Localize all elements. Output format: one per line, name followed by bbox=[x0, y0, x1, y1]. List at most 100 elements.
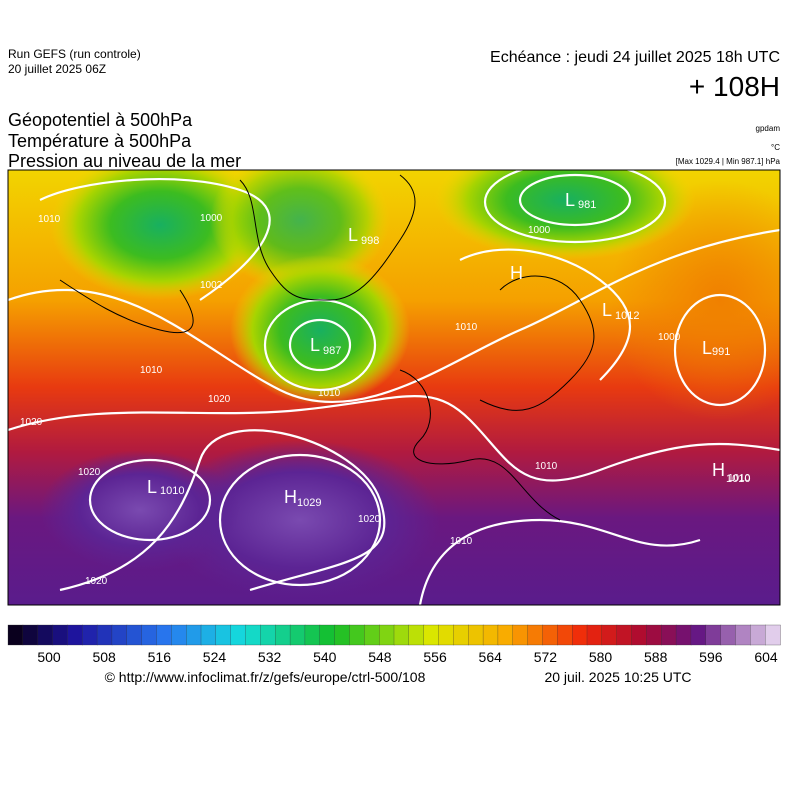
pressure-value: 1010 bbox=[726, 473, 750, 485]
isobar-label: 1020 bbox=[20, 417, 43, 428]
colorbar-swatch bbox=[275, 624, 291, 646]
isobar-label: 1010 bbox=[535, 461, 558, 472]
colorbar-tick-label: 500 bbox=[37, 649, 61, 665]
coastlines bbox=[59, 174, 595, 521]
title: Géopotentiel à 500hPa bbox=[8, 110, 193, 130]
colorbar-swatch bbox=[482, 624, 499, 646]
isobar-label: 1010 bbox=[140, 365, 163, 376]
colorbar-swatch bbox=[497, 624, 514, 646]
unit: [Max 1029.4 | Min 987.1] hPa bbox=[676, 157, 781, 166]
forecast-time: Echéance : jeudi 24 juillet 2025 18h UTC bbox=[490, 49, 780, 66]
colorbar-swatch bbox=[601, 624, 618, 646]
colorbar-swatch bbox=[646, 624, 662, 646]
colorbar-tick-label: 580 bbox=[589, 649, 613, 665]
colorbar-tick-label: 604 bbox=[754, 649, 778, 665]
pressure-value: 1010 bbox=[160, 485, 184, 497]
unit: gpdam bbox=[756, 124, 781, 133]
pressure-center: L bbox=[602, 300, 612, 320]
colorbar-swatch bbox=[349, 624, 365, 646]
colorbar-swatch bbox=[186, 624, 202, 646]
colorbar-swatch bbox=[423, 624, 440, 646]
isobar-label: 1010 bbox=[455, 322, 478, 333]
colorbar-swatch bbox=[364, 624, 380, 646]
colorbar-swatch bbox=[67, 624, 83, 646]
colorbar-swatch bbox=[245, 624, 262, 646]
colorbar-swatch bbox=[705, 624, 722, 646]
colorbar-swatch bbox=[141, 624, 158, 646]
colorbar-swatch bbox=[616, 624, 633, 646]
colorbar-swatch bbox=[661, 624, 677, 646]
pressure-value: 998 bbox=[361, 235, 379, 247]
colorbar-tick-label: 556 bbox=[423, 649, 447, 665]
pressure-center: L bbox=[310, 335, 320, 355]
isobars bbox=[8, 170, 780, 605]
pressure-center: H bbox=[712, 460, 725, 480]
isobar-label: 1010 bbox=[450, 536, 473, 547]
isobar-label: 1020 bbox=[85, 576, 108, 587]
colorbar-tick-label: 508 bbox=[92, 649, 116, 665]
issue-date: 20 juil. 2025 10:25 UTC bbox=[544, 669, 691, 685]
colorbar-swatch bbox=[408, 624, 425, 646]
pressure-center: L bbox=[702, 338, 712, 358]
colorbar-tick-label: 564 bbox=[479, 649, 503, 665]
colorbar-tick-label: 596 bbox=[699, 649, 723, 665]
isobar-label: 1010 bbox=[318, 388, 341, 399]
isobar-label: 1000 bbox=[528, 225, 551, 236]
colorbar-tick-label: 588 bbox=[644, 649, 668, 665]
colorbar-tick-label: 516 bbox=[148, 649, 172, 665]
isobar-label: 1020 bbox=[208, 394, 231, 405]
colorbar-swatch bbox=[111, 624, 128, 646]
colorbar-swatch bbox=[453, 624, 469, 646]
colorbar-swatch bbox=[319, 624, 336, 646]
run-date: 20 juillet 2025 06Z bbox=[8, 62, 106, 76]
lead-time: + 108H bbox=[689, 71, 780, 102]
pressure-value: 991 bbox=[712, 346, 730, 358]
colorbar-swatch bbox=[750, 624, 766, 646]
pressure-value: 1012 bbox=[615, 310, 639, 322]
title: Température à 500hPa bbox=[8, 131, 192, 151]
colorbar-swatch bbox=[393, 624, 410, 646]
colorbar-swatch bbox=[200, 624, 217, 646]
isobar-label: 1010 bbox=[38, 214, 61, 225]
unit: °C bbox=[771, 143, 780, 152]
colorbar-swatch bbox=[765, 624, 781, 646]
colorbar-swatch bbox=[52, 624, 69, 646]
colorbar-ticks: 500 508 516 524 532 540 548 556 564 572 580 588 596 6… bbox=[37, 649, 778, 665]
colorbar-swatch bbox=[215, 624, 232, 646]
colorbar-swatch bbox=[542, 624, 558, 646]
colorbar-swatch bbox=[171, 624, 187, 646]
field-blob bbox=[230, 255, 410, 405]
pressure-center: L bbox=[348, 225, 358, 245]
colorbar-swatch bbox=[720, 624, 737, 646]
pressure-center: H bbox=[510, 263, 523, 283]
isobar-label: 1020 bbox=[78, 467, 101, 478]
pressure-value: 1029 bbox=[297, 497, 321, 509]
colorbar-swatch bbox=[230, 624, 247, 646]
isobar-label: 1002 bbox=[200, 280, 223, 291]
isobar-label: 1000 bbox=[200, 213, 223, 224]
colorbar-swatch bbox=[156, 624, 172, 646]
colorbar-tick-label: 572 bbox=[534, 649, 558, 665]
pressure-value: 987 bbox=[323, 345, 341, 357]
colorbar-tick-label: 540 bbox=[313, 649, 337, 665]
run: Run GEFS (run controle) bbox=[8, 47, 141, 61]
colorbar-swatch bbox=[631, 624, 648, 646]
colorbar-swatch bbox=[735, 624, 751, 646]
pressure-center: L bbox=[565, 190, 575, 210]
colorbar-tick-label: 524 bbox=[203, 649, 227, 665]
colorbar-swatch bbox=[37, 624, 54, 646]
colorbar-swatch bbox=[379, 624, 395, 646]
colorbar-swatch bbox=[572, 624, 588, 646]
source-url: © http://www.infoclimat.fr/z/gefs/europe… bbox=[105, 669, 426, 685]
colorbar-swatch bbox=[304, 624, 321, 646]
colorbar-swatch bbox=[690, 624, 707, 646]
field-blob bbox=[40, 450, 240, 570]
colorbar-tick-label: 532 bbox=[258, 649, 282, 665]
colorbar bbox=[7, 624, 781, 646]
colorbar-swatch bbox=[96, 624, 113, 646]
colorbar-swatch bbox=[260, 624, 276, 646]
colorbar-swatch bbox=[527, 624, 544, 646]
isobar-label: 1020 bbox=[358, 514, 381, 525]
colorbar-swatch bbox=[82, 624, 98, 646]
